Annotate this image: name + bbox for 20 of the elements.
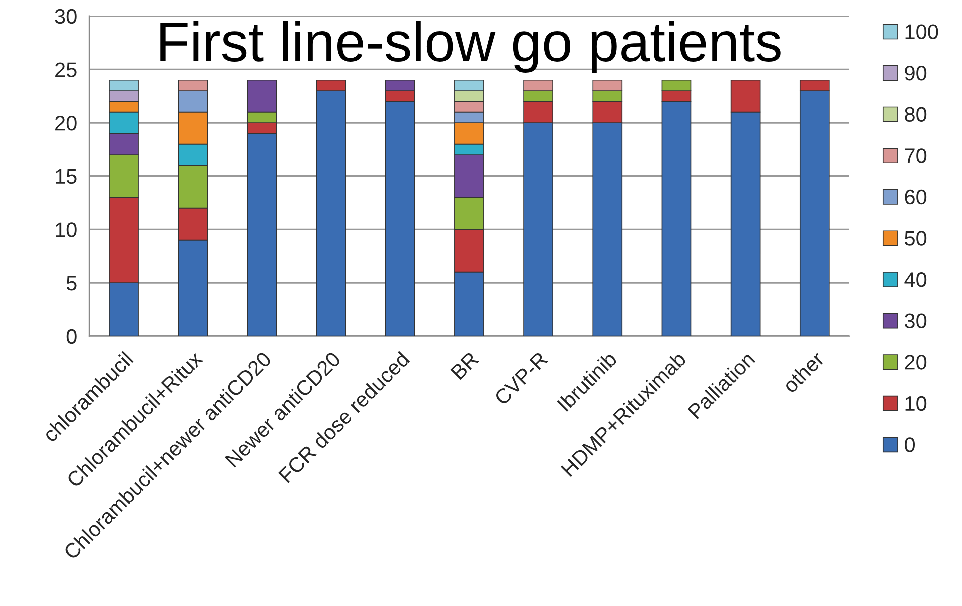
legend-label: 40	[904, 272, 927, 288]
y-tick-label: 5	[66, 276, 77, 291]
x-tick-label: BR	[450, 351, 480, 380]
legend-label: 100	[906, 24, 938, 40]
chart-title: First line-slow go patients	[160, 21, 781, 73]
y-tick-label: 25	[56, 62, 77, 78]
legend-label: 30	[905, 314, 927, 329]
legend-label: 70	[905, 148, 927, 164]
legend-label: 20	[905, 355, 927, 370]
legend-label: 90	[905, 66, 927, 81]
legend-label: 0	[905, 438, 915, 452]
y-tick-label: 0	[66, 329, 77, 344]
legend-label: 80	[905, 107, 927, 122]
legend-label: 50	[905, 231, 927, 246]
y-tick-label: 20	[56, 116, 77, 131]
y-tick-label: 10	[56, 222, 77, 238]
y-tick-label: 30	[55, 9, 77, 24]
legend-label: 60	[905, 190, 927, 205]
legend-label: 10	[906, 396, 927, 412]
y-tick-label: 15	[56, 170, 77, 184]
